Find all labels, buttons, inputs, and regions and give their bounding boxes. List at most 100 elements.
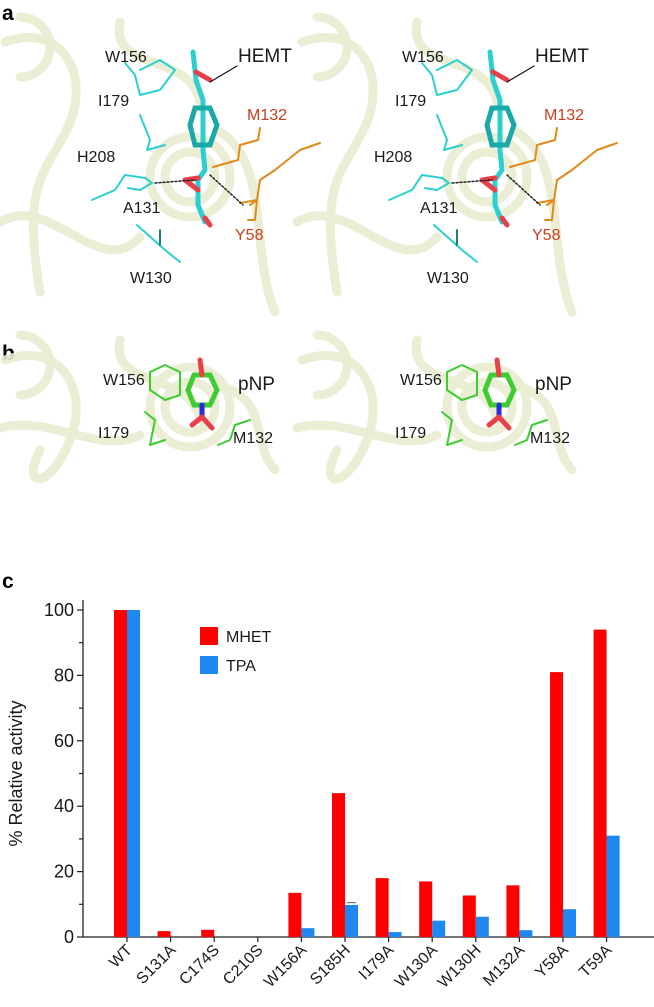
residue-label: Y58: [532, 227, 561, 244]
bar-mhet: [201, 929, 215, 937]
ligand-oxygen: [479, 175, 498, 193]
residue-w130: [433, 224, 478, 263]
bar-mhet: [157, 931, 171, 937]
bar-mhet: [462, 895, 476, 937]
x-tick-label: I179A: [356, 942, 398, 984]
protein-ribbon: [312, 12, 352, 82]
residue-label: I179: [395, 93, 426, 110]
ligand-oxygen: [494, 357, 502, 378]
ligand-oxygen: [486, 414, 512, 431]
residue-h208: [388, 174, 450, 201]
x-tick-label: Y58A: [532, 942, 572, 982]
residue-label: HEMT: [238, 46, 292, 67]
x-tick-label: S131A: [133, 942, 179, 988]
bar-tpa: [345, 904, 358, 937]
residue-label: W156: [402, 49, 444, 66]
protein-ribbon: [160, 377, 220, 437]
protein-ribbon: [442, 362, 532, 452]
protein-ribbon: [411, 17, 502, 107]
residue-label: I179: [98, 93, 129, 110]
ligand-oxygen: [202, 215, 213, 228]
residue-i179: [436, 114, 463, 151]
residue-label: W156: [103, 372, 145, 389]
protein-ribbon: [215, 381, 280, 475]
protein-ribbon: [297, 351, 378, 484]
residue-h208: [91, 174, 153, 201]
residue-w156: [446, 364, 478, 401]
protein-ribbon: [457, 377, 517, 437]
x-tick-label: S185H: [307, 942, 354, 989]
protein-ribbon: [442, 132, 532, 222]
ligand-oxygen: [490, 69, 510, 83]
protein-ribbon: [457, 147, 517, 207]
bar-mhet: [419, 881, 433, 937]
bar-tpa: [606, 835, 620, 937]
panel-label-a: a: [2, 2, 14, 25]
structure-panel-b: W156 pNP I179 M132 W156 pNP I179 M132: [0, 330, 577, 484]
residue-label: H208: [77, 149, 115, 166]
bar-tpa: [127, 610, 140, 937]
y-tick-label: 80: [54, 665, 74, 685]
residue-label: A131: [123, 200, 160, 217]
residue-label: W130: [427, 270, 469, 287]
residue-m132: [509, 127, 558, 168]
bar-mhet: [114, 610, 127, 937]
x-tick-label: T59A: [576, 942, 615, 981]
y-tick-label: 20: [54, 862, 74, 882]
residue-m132: [217, 419, 251, 446]
ligand-pnp-ring: [482, 372, 517, 408]
x-tick-label: W130A: [392, 942, 441, 991]
protein-ribbon: [145, 132, 235, 222]
ligand-hemt: [487, 49, 505, 225]
protein-ribbon: [292, 211, 442, 255]
structure-panel-a: W156 HEMT I179 M132 H208 A131 Y58 W130 W156 HEMT I…: [0, 12, 618, 317]
x-tick-label: M132A: [480, 942, 528, 990]
ligand-hemt: [190, 49, 208, 225]
ligand-oxygen: [499, 215, 510, 228]
x-tick-label: W156A: [261, 942, 310, 991]
ligand-ring: [484, 105, 517, 148]
residue-w156: [421, 59, 473, 96]
residue-label: H208: [374, 149, 412, 166]
residue-y58: [239, 142, 321, 204]
ligand-ring: [187, 105, 220, 148]
residue-w156: [149, 364, 181, 401]
protein-ribbon: [0, 420, 145, 446]
hydrogen-bond: [506, 174, 541, 206]
protein-ribbon: [160, 147, 220, 207]
bar-mhet: [288, 892, 302, 937]
residue-label: W130: [130, 270, 172, 287]
residue-m132: [514, 419, 548, 446]
y-tick-label: 60: [54, 731, 74, 751]
y-tick-label: 100: [44, 600, 74, 620]
residue-label: I179: [98, 425, 129, 442]
protein-ribbon: [0, 33, 81, 297]
residue-w156: [124, 59, 176, 96]
protein-ribbon: [297, 33, 378, 297]
residue-y58-b: [247, 199, 258, 221]
protein-ribbon: [114, 17, 205, 107]
protein-ribbon: [312, 330, 352, 400]
ligand-oxygen: [197, 357, 205, 378]
residue-label: W156: [400, 372, 442, 389]
legend-label: MHET: [226, 629, 272, 646]
protein-ribbon: [15, 12, 55, 82]
y-tick-label: 40: [54, 796, 74, 816]
bar-chart: 0 20 40 60 80 100 % Relative activity WTS131AC1…: [6, 600, 654, 992]
protein-ribbon: [0, 211, 145, 255]
hemt-leader-line: [209, 65, 238, 83]
y-axis-label: % Relative activity: [6, 700, 26, 846]
residue-label: M132: [544, 107, 584, 124]
residue-w130: [136, 224, 181, 263]
residue-label: M132: [233, 430, 273, 447]
residue-y58-b: [544, 199, 555, 221]
residue-label: pNP: [238, 374, 275, 395]
hydrogen-bond: [209, 174, 244, 206]
residue-label: pNP: [535, 374, 572, 395]
bar-tpa: [432, 920, 446, 937]
x-tick-label: C210S: [220, 942, 267, 989]
residue-m132: [212, 127, 261, 168]
bar-tpa: [519, 930, 533, 937]
hemt-leader-line: [506, 65, 535, 83]
